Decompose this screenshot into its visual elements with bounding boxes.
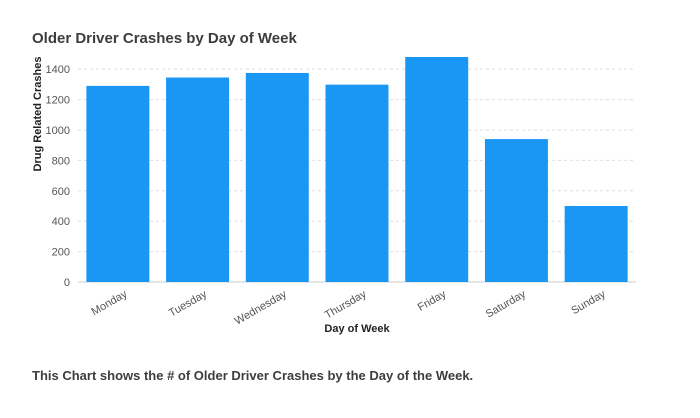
x-tick-label: Friday [416,288,449,314]
x-tick-label: Monday [89,288,129,318]
bar-sunday [564,205,628,282]
bar-friday [405,57,469,282]
y-tick-label: 1000 [46,125,70,137]
x-tick-label: Saturday [484,288,529,321]
y-tick-label: 600 [52,186,70,198]
bar-saturday [484,139,548,282]
x-tick-label: Tuesday [167,288,210,320]
x-tick-label: Thursday [323,288,369,322]
x-axis-title: Day of Week [324,323,390,335]
x-tick-label: Wednesday [233,288,290,328]
y-tick-label: 200 [52,247,70,259]
bar-wednesday [245,72,309,283]
chart-title: Older Driver Crashes by Day of Week [32,30,297,47]
x-axis-ticks: Monday Tuesday Wednesday Thursday Friday Satu… [89,288,608,328]
y-axis-ticks: 0 200 400 600 800 1000 1200 1400 [46,64,70,289]
y-tick-label: 1200 [46,95,70,107]
bar-monday [86,85,150,282]
y-tick-label: 1400 [46,64,70,76]
x-tick-label: Sunday [569,288,608,317]
chart-caption: This Chart shows the # of Older Driver C… [32,368,474,383]
y-tick-label: 400 [52,216,70,228]
bars [86,57,628,283]
y-axis-title: Drug Related Crashes [32,57,44,172]
y-tick-label: 800 [52,155,70,167]
bar-tuesday [166,77,230,282]
bar-thursday [325,84,389,283]
y-tick-label: 0 [64,277,70,289]
